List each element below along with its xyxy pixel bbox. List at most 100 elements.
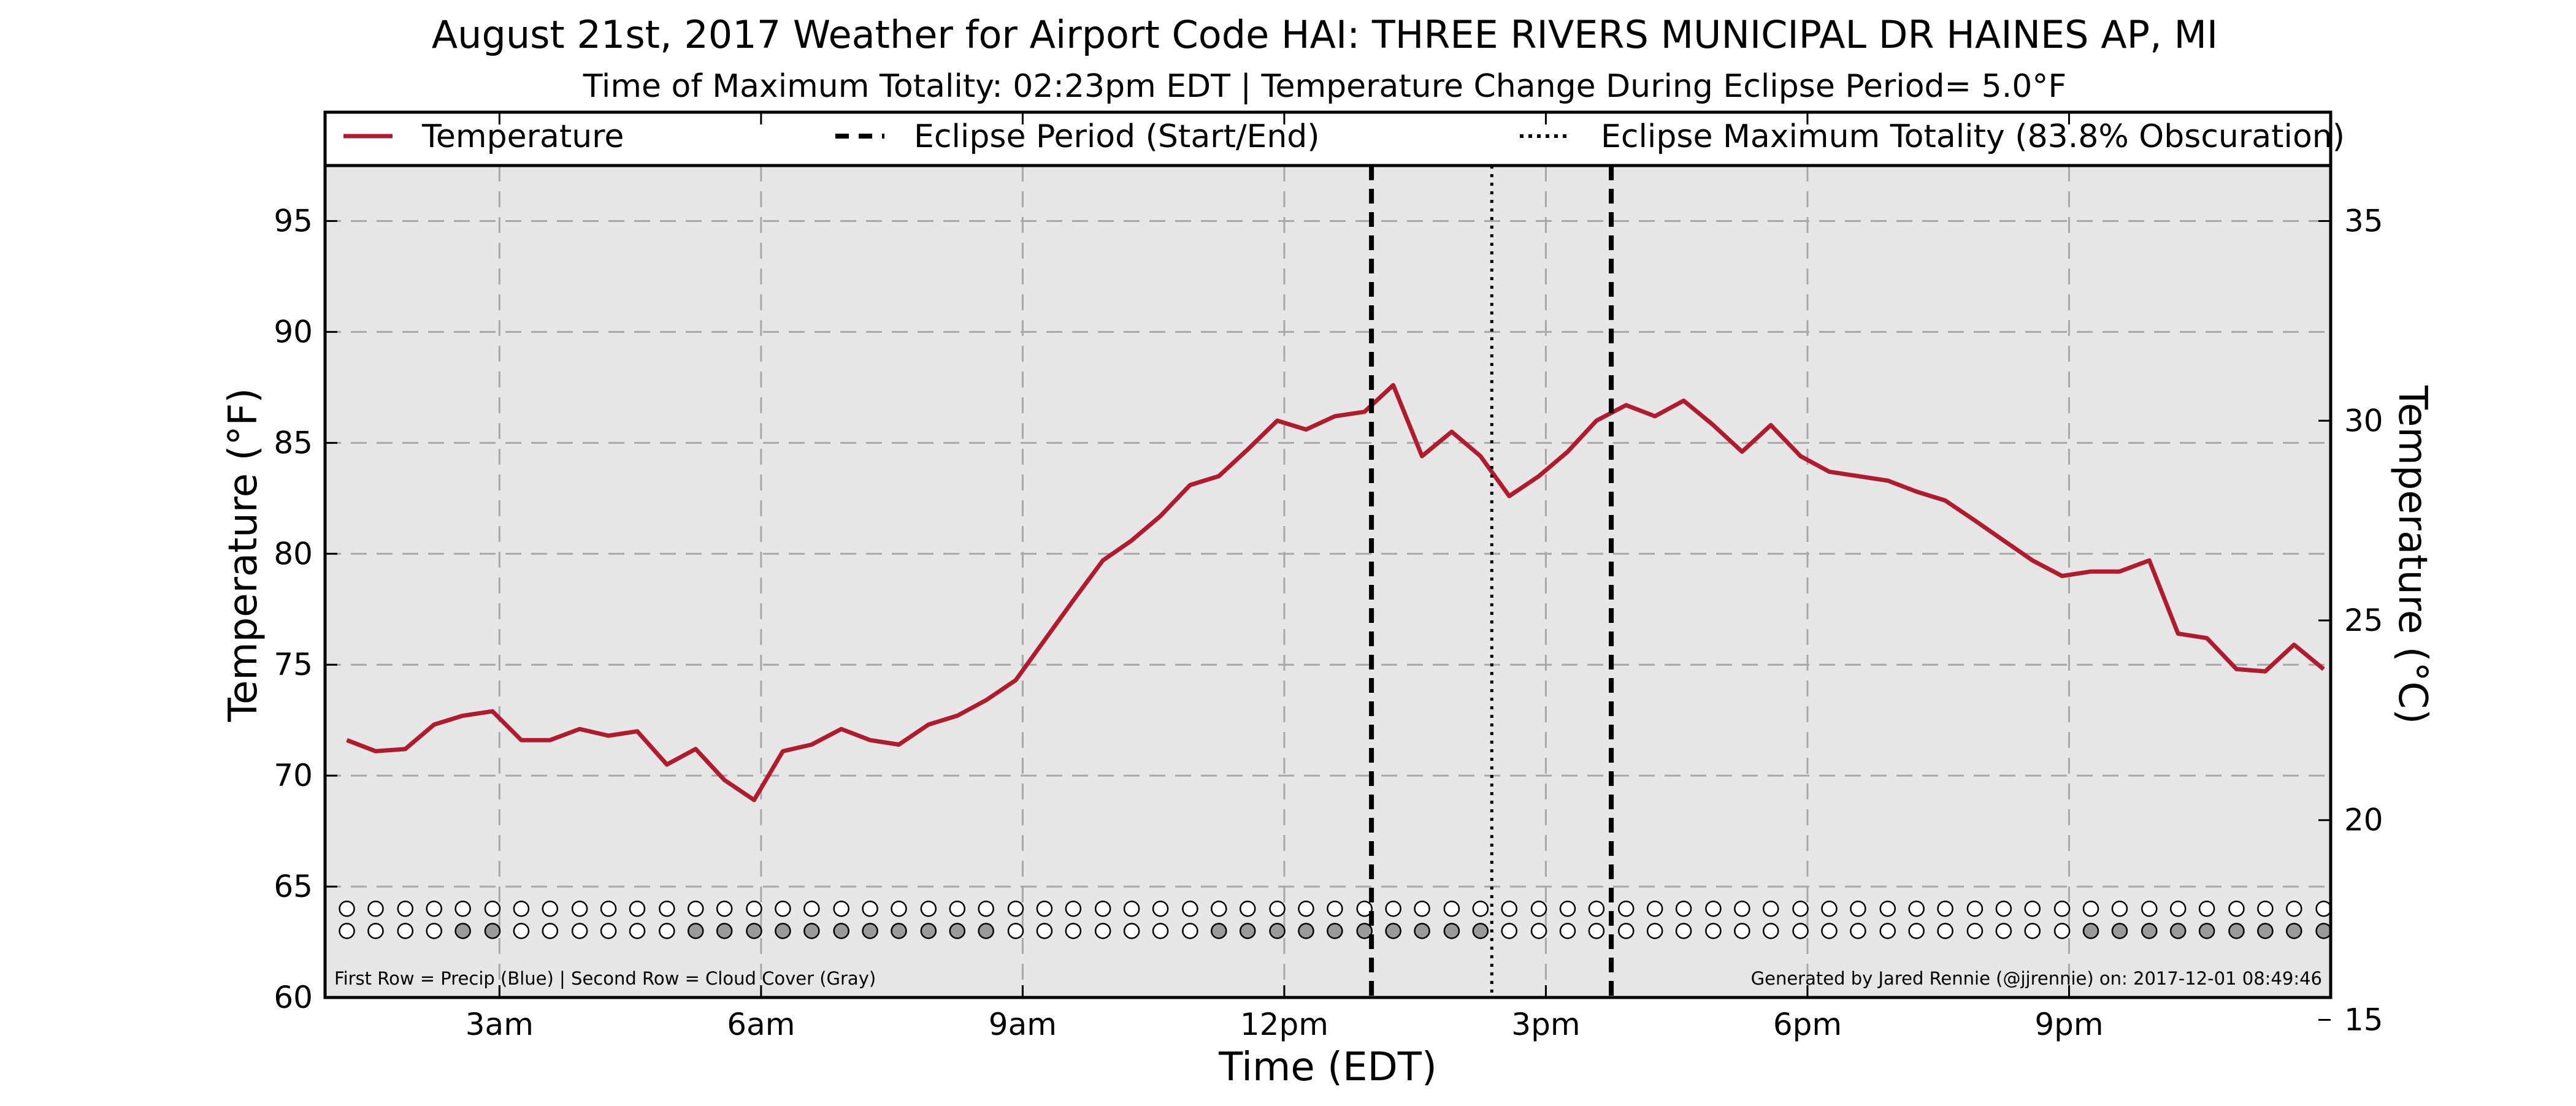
- precip-marker: [1675, 901, 1692, 917]
- cloud-cover-marker: [1530, 923, 1547, 939]
- precip-marker: [1559, 901, 1576, 917]
- precip-marker: [542, 901, 559, 917]
- precip-marker: [2286, 901, 2302, 917]
- cloud-cover-marker: [1675, 923, 1692, 939]
- precip-marker: [484, 901, 501, 917]
- y-left-tick-label: 65: [274, 869, 313, 904]
- precip-marker: [1734, 901, 1750, 917]
- marker-layer: [339, 901, 2332, 939]
- cloud-cover-marker: [2024, 923, 2041, 939]
- precip-marker: [978, 901, 994, 917]
- cloud-cover-marker: [2286, 923, 2302, 939]
- x-tick-label: 3am: [466, 1007, 534, 1042]
- y-axis-right-label: Temperature (°C): [2390, 385, 2435, 724]
- y-left-tick-label: 95: [274, 203, 313, 238]
- precip-marker: [1239, 901, 1256, 917]
- precip-marker: [513, 901, 530, 917]
- cloud-cover-marker: [542, 923, 559, 939]
- cloud-cover-marker: [1850, 923, 1866, 939]
- grid-layer: [325, 166, 2331, 997]
- precip-marker: [1123, 901, 1140, 917]
- precip-marker: [1705, 901, 1722, 917]
- cloud-cover-marker: [600, 923, 617, 939]
- precip-marker: [1821, 901, 1838, 917]
- precip-marker: [775, 901, 791, 917]
- cloud-cover-marker: [2082, 923, 2099, 939]
- y-right-tick-label: 25: [2344, 603, 2383, 638]
- x-tick-label: 12pm: [1240, 1007, 1328, 1042]
- precip-marker: [1094, 901, 1111, 917]
- cloud-cover-marker: [746, 923, 762, 939]
- y-right-tick-label: 15: [2344, 1002, 2383, 1037]
- precip-marker: [1530, 901, 1547, 917]
- precip-marker: [2169, 901, 2187, 917]
- plot-frame: [323, 110, 2333, 999]
- precip-marker: [891, 901, 907, 917]
- cloud-cover-marker: [513, 923, 530, 939]
- precip-marker: [1472, 901, 1489, 917]
- cloud-cover-marker: [484, 923, 501, 939]
- precip-marker: [1269, 901, 1286, 917]
- precip-marker: [1588, 901, 1605, 917]
- precip-marker: [1065, 901, 1082, 917]
- cloud-cover-marker: [2169, 923, 2187, 939]
- eclipse-layer: [1369, 166, 1614, 997]
- precip-marker: [1908, 901, 1925, 917]
- cloud-cover-marker: [1908, 923, 1925, 939]
- precip-marker: [1966, 901, 1984, 917]
- cloud-cover-marker: [1821, 923, 1838, 939]
- precip-marker: [949, 901, 966, 917]
- cloud-cover-marker: [397, 923, 414, 939]
- cloud-cover-marker: [1414, 923, 1430, 939]
- precip-marker: [1501, 901, 1517, 917]
- y-left-tick-label: 60: [274, 980, 313, 1015]
- precip-marker: [1182, 901, 1198, 917]
- precip-marker: [1036, 901, 1053, 917]
- y-left-tick-label: 70: [274, 758, 313, 793]
- legend-max-totality-label: Eclipse Maximum Totality (83.8% Obscurat…: [1601, 118, 2345, 155]
- precip-marker: [2053, 901, 2071, 917]
- precip-marker: [1211, 901, 1227, 917]
- cloud-cover-marker: [891, 923, 907, 939]
- y-left-tick-label: 85: [274, 425, 313, 460]
- precip-marker: [629, 901, 646, 917]
- cloud-cover-marker: [571, 923, 588, 939]
- precip-marker: [716, 901, 733, 917]
- precip-marker: [2228, 901, 2245, 917]
- precip-marker: [454, 901, 471, 917]
- precip-marker: [803, 901, 820, 917]
- cloud-cover-marker: [1705, 923, 1722, 939]
- cloud-cover-marker: [1617, 923, 1635, 939]
- cloud-cover-marker: [1239, 923, 1256, 939]
- y-right-tick-label: 35: [2344, 204, 2383, 239]
- precip-marker: [1356, 901, 1373, 917]
- cloud-cover-marker: [2111, 923, 2128, 939]
- y-right-tick-label: 30: [2344, 403, 2383, 438]
- temperature-line: [346, 383, 2325, 803]
- precip-marker: [862, 901, 878, 917]
- cloud-cover-marker: [1937, 923, 1953, 939]
- cloud-cover-marker: [716, 923, 733, 939]
- cloud-cover-marker: [1356, 923, 1373, 939]
- cloud-cover-marker: [1792, 923, 1809, 939]
- cloud-cover-marker: [833, 923, 849, 939]
- precip-marker: [1327, 901, 1343, 917]
- precip-marker: [1007, 901, 1024, 917]
- series-layer: [346, 383, 2325, 803]
- precip-marker: [746, 901, 762, 917]
- precip-marker: [687, 901, 704, 917]
- precip-marker: [1617, 901, 1635, 917]
- precip-marker: [2141, 901, 2158, 917]
- precip-marker: [2257, 901, 2274, 917]
- cloud-cover-marker: [659, 923, 675, 939]
- precip-marker: [397, 901, 414, 917]
- cloud-cover-marker: [339, 923, 355, 939]
- precip-marker: [1414, 901, 1430, 917]
- cloud-cover-marker: [2315, 923, 2332, 939]
- legend: Temperature Eclipse Period (Start/End) E…: [343, 118, 2345, 155]
- cloud-cover-marker: [2141, 923, 2158, 939]
- cloud-cover-marker: [2198, 923, 2215, 939]
- cloud-cover-marker: [1182, 923, 1198, 939]
- cloud-cover-marker: [1094, 923, 1111, 939]
